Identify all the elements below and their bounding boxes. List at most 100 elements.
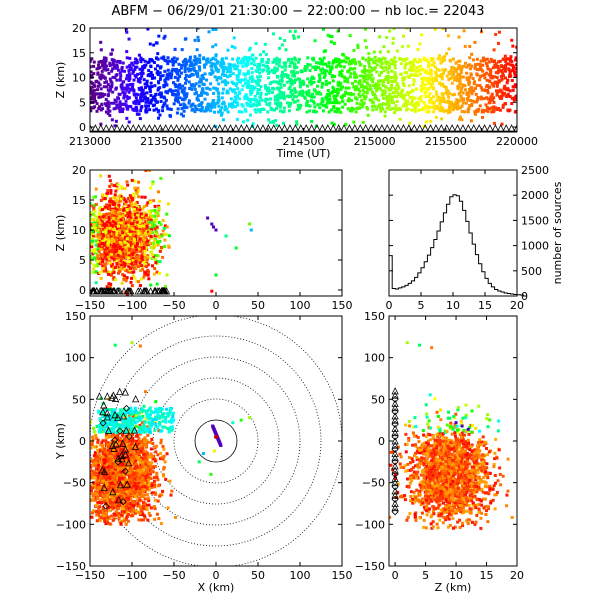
source-point xyxy=(463,84,467,88)
source-point xyxy=(273,69,277,73)
source-point xyxy=(278,36,282,40)
source-point xyxy=(508,70,512,74)
source-point xyxy=(394,88,398,92)
source-point xyxy=(475,83,479,87)
source-point xyxy=(214,58,218,62)
source-point xyxy=(113,221,117,225)
source-point xyxy=(476,96,480,100)
source-point xyxy=(123,237,127,241)
source-point xyxy=(395,82,399,86)
source-point xyxy=(320,99,324,103)
source-point xyxy=(431,57,435,61)
source-point xyxy=(236,64,240,68)
source-point xyxy=(456,99,460,103)
source-point xyxy=(147,277,151,281)
source-point xyxy=(122,226,126,230)
source-point xyxy=(116,224,120,228)
source-point xyxy=(141,88,145,92)
range-ring xyxy=(131,356,301,526)
source-point xyxy=(486,109,490,113)
source-point xyxy=(182,93,186,97)
source-point xyxy=(183,105,187,109)
source-point xyxy=(120,87,124,91)
source-point xyxy=(131,250,135,254)
source-point xyxy=(99,122,103,126)
source-point xyxy=(114,228,118,232)
source-point xyxy=(373,92,377,96)
source-point xyxy=(105,285,109,289)
source-point xyxy=(138,261,142,265)
source-point xyxy=(112,203,116,207)
source-point xyxy=(414,87,418,91)
source-point xyxy=(430,105,434,109)
source-point xyxy=(118,60,122,64)
source-point xyxy=(138,80,142,84)
source-point xyxy=(153,214,157,218)
source-point xyxy=(141,276,145,280)
source-point xyxy=(440,109,444,113)
source-point xyxy=(341,99,345,103)
source-point xyxy=(500,65,504,69)
source-point xyxy=(132,207,136,211)
source-point xyxy=(470,52,474,56)
source-point xyxy=(123,187,127,191)
source-point xyxy=(433,65,437,69)
source-point xyxy=(151,442,155,446)
time-height-ylabel: Z (km) xyxy=(54,62,67,99)
source-point xyxy=(170,72,174,76)
source-point xyxy=(278,58,282,62)
source-point xyxy=(118,102,122,106)
source-point xyxy=(174,89,178,93)
source-point xyxy=(117,195,121,199)
source-point xyxy=(259,91,263,95)
source-point xyxy=(340,59,344,63)
source-point xyxy=(496,41,500,45)
source-point xyxy=(257,78,261,82)
source-point xyxy=(288,102,292,106)
source-point xyxy=(444,109,448,113)
source-point xyxy=(112,268,116,272)
source-point xyxy=(95,109,99,113)
source-point xyxy=(112,245,116,249)
source-point xyxy=(194,107,198,111)
source-point xyxy=(105,80,109,84)
source-point xyxy=(115,240,119,244)
source-point xyxy=(134,253,138,257)
source-point xyxy=(296,108,300,112)
source-point xyxy=(387,88,391,92)
source-point xyxy=(165,76,169,80)
source-point xyxy=(177,68,181,72)
source-point xyxy=(508,57,512,61)
source-point xyxy=(445,74,449,78)
station-triangle xyxy=(351,124,359,132)
source-point xyxy=(131,85,135,89)
source-point xyxy=(267,118,271,122)
source-point xyxy=(94,270,98,274)
source-point xyxy=(127,220,131,224)
source-point xyxy=(131,198,135,202)
station-triangle xyxy=(156,124,164,132)
source-point xyxy=(252,98,256,102)
source-point xyxy=(293,81,297,85)
source-point xyxy=(147,499,151,503)
source-point xyxy=(94,187,98,191)
time-height-xlabel: Time (UT) xyxy=(276,147,331,160)
source-point xyxy=(90,248,94,252)
source-point xyxy=(150,215,154,219)
source-point xyxy=(215,78,219,82)
source-point xyxy=(500,94,504,98)
source-point xyxy=(498,95,502,99)
source-point xyxy=(430,69,434,73)
source-point xyxy=(102,269,106,273)
source-point xyxy=(457,59,461,63)
source-point xyxy=(241,84,245,88)
source-point xyxy=(127,78,131,82)
source-point xyxy=(385,36,389,40)
source-point xyxy=(510,102,514,106)
source-point xyxy=(232,36,236,40)
source-point xyxy=(128,258,132,262)
source-point xyxy=(125,256,129,260)
source-point xyxy=(112,266,116,270)
source-point xyxy=(287,57,291,61)
source-point xyxy=(112,270,116,274)
